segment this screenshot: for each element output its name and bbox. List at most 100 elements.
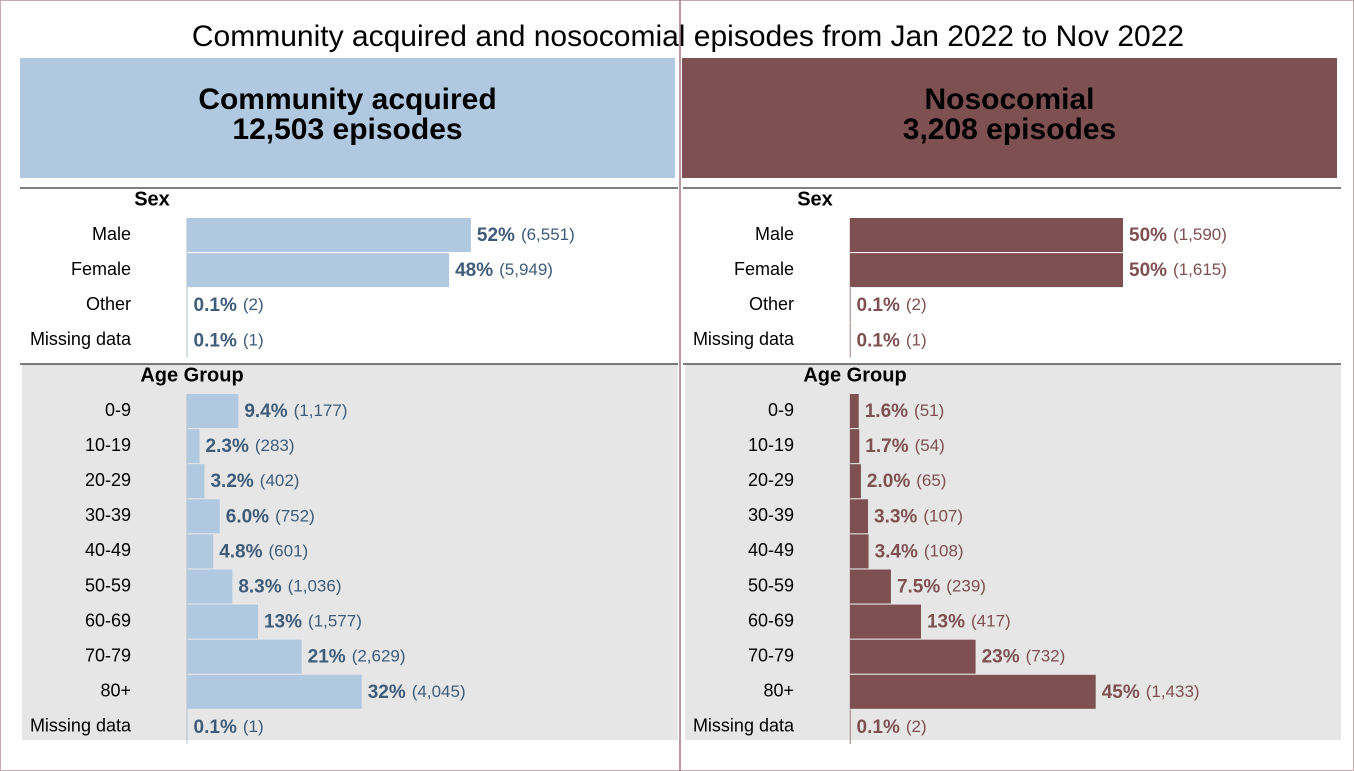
count-label: (752)	[275, 507, 315, 526]
bar	[187, 288, 188, 323]
category-label: 20-29	[748, 470, 794, 490]
percent-label: 0.1%	[857, 330, 900, 351]
count-label: (51)	[914, 401, 944, 420]
percent-label: 21%	[308, 647, 346, 668]
value-label: 6.0% (752)	[226, 506, 315, 527]
percent-label: 0.1%	[857, 295, 900, 316]
count-label: (1,590)	[1173, 225, 1227, 244]
bar	[850, 569, 891, 604]
count-label: (4,045)	[412, 682, 466, 701]
count-label: (2)	[906, 717, 927, 736]
value-label: 0.1% (2)	[857, 717, 927, 738]
percent-label: 0.1%	[857, 717, 900, 738]
bar	[187, 429, 200, 464]
category-label: 40-49	[748, 540, 794, 560]
count-label: (2)	[243, 296, 264, 315]
bar	[187, 253, 450, 288]
panel-subtitle: 3,208 episodes	[903, 113, 1116, 146]
bar	[850, 288, 851, 323]
bar	[850, 464, 861, 499]
value-label: 1.6% (51)	[865, 401, 945, 422]
value-label: 50% (1,590)	[1129, 225, 1227, 246]
category-label: 40-49	[85, 540, 131, 560]
count-label: (1,036)	[288, 577, 342, 596]
percent-label: 6.0%	[226, 506, 269, 527]
percent-label: 13%	[927, 612, 965, 633]
percent-label: 3.3%	[874, 506, 917, 527]
value-label: 3.2% (402)	[210, 471, 299, 492]
bar	[187, 218, 471, 252]
category-label: Missing data	[30, 329, 132, 349]
bar	[850, 639, 976, 674]
value-label: 0.1% (2)	[194, 295, 264, 316]
category-label: 60-69	[748, 610, 794, 630]
panel-title: Nosocomial	[924, 83, 1094, 116]
bar	[850, 604, 921, 639]
value-label: 0.1% (2)	[857, 295, 927, 316]
category-label: 80+	[100, 681, 131, 701]
category-label: 30-39	[85, 505, 131, 525]
count-label: (108)	[924, 542, 964, 561]
bar	[850, 709, 851, 744]
bar	[850, 323, 851, 358]
bar	[187, 604, 258, 639]
count-label: (1,177)	[294, 401, 348, 420]
count-label: (5,949)	[499, 261, 553, 280]
count-label: (417)	[971, 612, 1011, 631]
value-label: 2.0% (65)	[867, 471, 947, 492]
percent-label: 1.7%	[865, 436, 908, 457]
category-label: Missing data	[30, 716, 132, 736]
count-label: (283)	[255, 437, 295, 456]
bar	[187, 674, 362, 709]
percent-label: 32%	[368, 682, 406, 703]
value-label: 9.4% (1,177)	[244, 401, 347, 422]
percent-label: 3.2%	[210, 471, 253, 492]
bar	[850, 534, 869, 569]
value-label: 13% (417)	[927, 612, 1011, 633]
category-label: Missing data	[693, 329, 795, 349]
percent-label: 0.1%	[194, 717, 237, 738]
value-label: 0.1% (1)	[857, 330, 927, 351]
category-label: Female	[734, 259, 794, 279]
percent-label: 50%	[1129, 225, 1167, 246]
category-label: 50-59	[748, 575, 794, 595]
value-label: 23% (732)	[982, 647, 1066, 668]
category-label: 60-69	[85, 610, 131, 630]
value-label: 32% (4,045)	[368, 682, 466, 703]
value-label: 8.3% (1,036)	[238, 577, 341, 598]
count-label: (6,551)	[521, 225, 575, 244]
bar	[187, 569, 233, 604]
category-label: 0-9	[105, 400, 131, 420]
value-label: 48% (5,949)	[455, 260, 553, 281]
value-label: 50% (1,615)	[1129, 260, 1227, 281]
panel-header	[682, 58, 1337, 178]
count-label: (601)	[269, 542, 309, 561]
percent-label: 2.0%	[867, 471, 910, 492]
count-label: (1,615)	[1173, 261, 1227, 280]
percent-label: 52%	[477, 225, 515, 246]
bar	[187, 394, 239, 428]
count-label: (1)	[906, 331, 927, 350]
section-title: Age Group	[140, 364, 243, 386]
count-label: (239)	[946, 577, 986, 596]
section-title: Sex	[797, 188, 833, 210]
count-label: (732)	[1026, 647, 1066, 666]
percent-label: 9.4%	[244, 401, 287, 422]
panel-subtitle: 12,503 episodes	[232, 113, 462, 146]
bar	[187, 639, 302, 674]
bar	[850, 499, 869, 534]
value-label: 52% (6,551)	[477, 225, 575, 246]
category-label: 0-9	[768, 400, 794, 420]
value-label: 3.3% (107)	[874, 506, 963, 527]
percent-label: 7.5%	[897, 577, 940, 598]
bar	[187, 499, 220, 534]
value-label: 7.5% (239)	[897, 577, 986, 598]
category-label: 10-19	[85, 435, 131, 455]
category-label: Other	[86, 294, 131, 314]
category-label: Missing data	[693, 716, 795, 736]
bar	[187, 709, 188, 744]
percent-label: 0.1%	[194, 295, 237, 316]
value-label: 0.1% (1)	[194, 330, 264, 351]
percent-label: 3.4%	[875, 541, 918, 562]
